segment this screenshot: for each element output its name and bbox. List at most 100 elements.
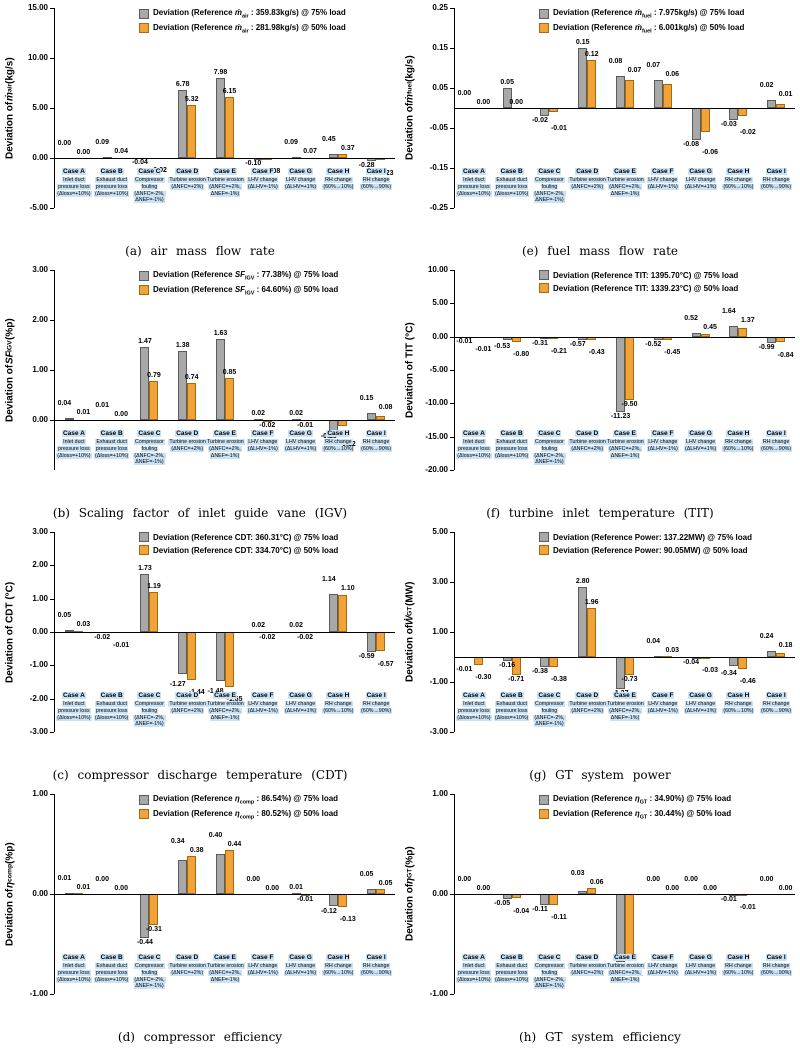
chart-panel-b: Deviation of SF IGV (%p) 3.00 2.00 1.00 0.00 D… — [0, 264, 400, 526]
case-detail-text: (ΔNFC=-2%, — [133, 976, 166, 983]
case-label-I: Case I RH change (60%→90%) — [757, 954, 795, 990]
case-detail-line: Exhaust duct — [93, 177, 131, 184]
case-detail-text: ΔNEF=-1%) — [609, 452, 641, 459]
case-detail-line: Turbine erosion — [568, 701, 607, 708]
case-detail-line: Turbine erosion — [568, 963, 607, 970]
case-header: Case G — [682, 954, 720, 962]
case-label-E: Case E Turbine erosion (ΔNFC=+2%, ΔNEF=-1%) — [206, 692, 245, 728]
value-label-case-C-75-load: -0.11 — [532, 906, 548, 913]
case-detail-text: Inlet duct — [462, 701, 486, 707]
case-header-text: Case G — [688, 954, 713, 961]
case-detail-text: LHV change — [285, 963, 317, 969]
case-header: Case E — [606, 430, 644, 438]
case-detail-text: Turbine erosion — [168, 439, 207, 445]
case-header-text: Case E — [213, 168, 237, 175]
y-tick-label: 5.00 — [432, 298, 448, 308]
y-tick-mark — [450, 8, 454, 9]
value-label-case-F-50-load: 0.06 — [665, 71, 680, 78]
case-detail-text: pressure loss — [494, 445, 529, 452]
case-detail-line: fouling — [531, 969, 569, 977]
bar-case-G-50-load — [700, 108, 710, 132]
legend-swatch-50-load — [539, 809, 549, 820]
case-header: Case H — [319, 954, 357, 962]
zero-axis-line — [55, 894, 395, 895]
case-detail-text: (Δloss=+10%) — [456, 452, 492, 459]
case-detail-line: ΔNEF=-1%) — [531, 459, 569, 466]
case-detail-line: RH change — [357, 963, 395, 970]
case-detail-text: (ΔNFC=+2%, — [608, 969, 642, 976]
case-detail-line: LHV change — [244, 701, 282, 708]
case-label-G: Case G LHV change (ΔLHV=+1%) — [682, 954, 720, 990]
case-detail-line: (60%→10%) — [319, 707, 357, 715]
chart-turbine-inlet-temperature: Deviation of TIT (°C) 10.00 5.00 0.00 -5.00-… — [400, 264, 800, 502]
value-label-case-D-75-load: -0.57 — [569, 341, 586, 349]
case-detail-text: Inlet duct — [462, 963, 486, 969]
case-header-text: Case A — [61, 692, 86, 699]
value-label-case-A-75-load: -0.01 — [456, 337, 473, 345]
case-detail-line: (60%→90%) — [757, 445, 795, 453]
y-tick-mark — [50, 894, 54, 895]
case-detail-line: (ΔNFC=+2%) — [168, 707, 206, 715]
chart-caption-h: (h) GT system efficiency — [519, 1030, 681, 1044]
legend-label: Deviation (Reference TIT: 1339.23°C) @ 5… — [553, 283, 739, 293]
bar-case-E-50-load — [225, 850, 234, 894]
case-detail-text: fouling — [540, 969, 559, 976]
y-tick-mark — [50, 320, 54, 321]
case-detail-line: Turbine erosion — [568, 177, 607, 184]
bar-case-H-50-load — [738, 327, 748, 337]
case-detail-text: Turbine erosion — [206, 439, 245, 445]
case-detail-line: (ΔNFC=+2%) — [168, 969, 206, 977]
case-detail-text: (ΔNFC=+2%) — [570, 707, 605, 714]
legend-item-50-load: Deviation (Reference SFIGV : 64.60%) @ 5… — [139, 285, 338, 296]
case-header: Case I — [357, 168, 395, 176]
case-detail-text: Inlet duct — [62, 177, 86, 183]
case-detail-line: ΔNEF=-1%) — [606, 714, 644, 722]
case-detail-text: (60%→10%) — [722, 969, 755, 976]
case-detail-line: Exhaust duct — [93, 701, 131, 708]
case-header: Case D — [568, 954, 606, 962]
y-tick-label: 10.00 — [27, 53, 48, 62]
value-label-case-E-75-load: -1.48 — [208, 688, 224, 695]
chart-caption-e: (e) fuel mass flow rate — [522, 244, 678, 258]
case-label-D: Case D Turbine erosion (ΔNFC=+2%) — [168, 430, 207, 466]
case-header: Case H — [719, 954, 757, 962]
value-label-case-A-50-load: 0.00 — [76, 149, 91, 156]
plot-area: Deviation (Reference ηcomp : 86.54%) @ 7… — [54, 794, 395, 994]
case-detail-line: (ΔNFC=-2%, — [531, 452, 569, 460]
value-label-case-C-75-load: -0.02 — [531, 117, 548, 124]
case-detail-text: (ΔNFC=-2%, — [133, 190, 166, 197]
legend-item-50-load: Deviation (Reference ηGT : 30.44%) @ 50%… — [539, 809, 731, 820]
case-header-text: Case C — [537, 692, 562, 699]
case-header-text: Case F — [251, 430, 275, 437]
value-label-case-I-75-load: -0.59 — [358, 652, 375, 660]
value-label-case-F-50-load: 0.00 — [265, 885, 280, 892]
case-detail-line: Exhaust duct — [493, 177, 531, 184]
case-detail-line: RH change — [719, 439, 757, 446]
case-detail-line: (ΔNFC=-2%, — [131, 976, 169, 984]
case-detail-text: pressure loss — [457, 445, 491, 452]
value-label-case-G-50-load: 0.45 — [703, 324, 717, 332]
case-header-text: Case D — [575, 430, 600, 437]
case-header: Case E — [206, 692, 244, 700]
case-detail-line: (ΔNFC=-2%, — [131, 452, 169, 460]
case-header-text: Case A — [61, 954, 86, 961]
legend: Deviation (Reference Power: 137.22MW) @ … — [539, 532, 752, 558]
y-tick-mark — [450, 436, 454, 438]
bar-case-F-75-load — [653, 80, 663, 108]
case-detail-text: fouling — [140, 183, 159, 190]
value-label-case-G-75-load: -0.08 — [683, 141, 700, 148]
y-tick-mark — [450, 168, 454, 169]
case-detail-text: (Δloss=+10%) — [94, 190, 130, 197]
value-label-case-E-50-load: -1.65 — [226, 696, 243, 703]
case-header: Case B — [493, 168, 531, 176]
value-label-case-G-75-load: 0.02 — [289, 410, 303, 417]
value-label-case-D-75-load: 6.78 — [175, 81, 190, 89]
case-detail-line: Turbine erosion — [168, 439, 207, 446]
case-label-G: Case G LHV change (ΔLHV=+1%) — [682, 692, 720, 728]
y-tick-mark — [50, 994, 54, 995]
bar-case-H-50-load — [338, 894, 348, 907]
plot-area: Deviation (Reference Power: 137.22MW) @ … — [454, 532, 795, 732]
y-tick-label: 0.05 — [432, 83, 448, 92]
case-detail-text: Turbine erosion — [606, 701, 645, 707]
case-detail-line: pressure loss — [93, 445, 131, 453]
